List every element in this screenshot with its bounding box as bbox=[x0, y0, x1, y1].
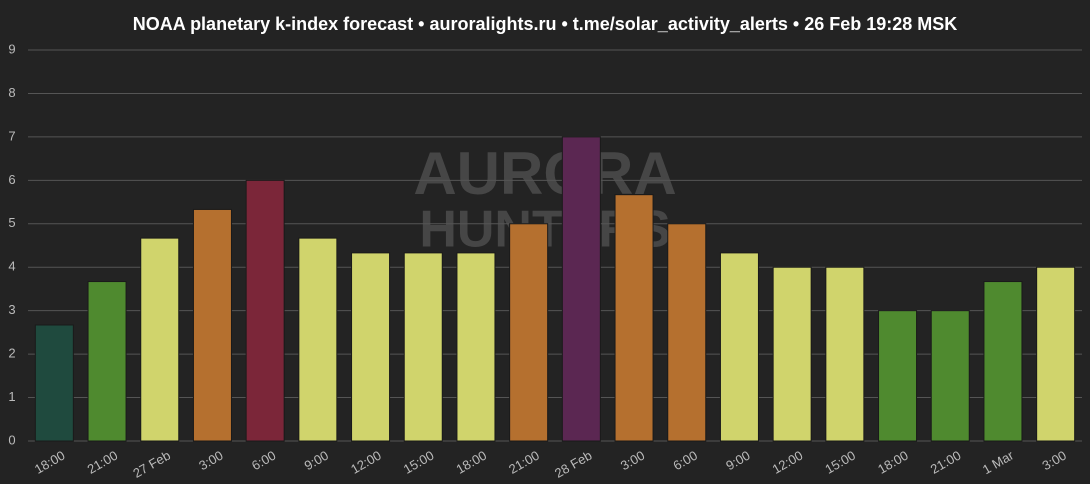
y-tick-label: 1 bbox=[8, 389, 15, 404]
bar bbox=[298, 237, 338, 442]
bar bbox=[351, 252, 391, 442]
bar bbox=[403, 252, 443, 442]
bar bbox=[87, 281, 127, 442]
bar bbox=[878, 310, 918, 442]
bar bbox=[456, 252, 496, 442]
y-tick-label: 4 bbox=[8, 259, 15, 274]
y-tick-label: 2 bbox=[8, 346, 15, 361]
bar bbox=[930, 310, 970, 442]
bar bbox=[719, 252, 759, 442]
bar bbox=[772, 266, 812, 442]
chart-title: NOAA planetary k-index forecast • aurora… bbox=[133, 14, 958, 34]
bar bbox=[825, 266, 865, 442]
bar bbox=[245, 179, 285, 442]
bar bbox=[34, 324, 74, 442]
bar bbox=[140, 237, 180, 442]
y-tick-label: 9 bbox=[8, 41, 15, 56]
bar bbox=[667, 223, 707, 442]
y-tick-label: 3 bbox=[8, 302, 15, 317]
bar bbox=[509, 223, 549, 442]
y-tick-label: 0 bbox=[8, 432, 15, 447]
y-tick-label: 8 bbox=[8, 85, 15, 100]
y-tick-label: 6 bbox=[8, 172, 15, 187]
bar bbox=[192, 208, 232, 442]
bar bbox=[561, 136, 601, 442]
y-tick-label: 7 bbox=[8, 128, 15, 143]
bar bbox=[983, 281, 1023, 442]
bar bbox=[614, 194, 654, 442]
y-tick-label: 5 bbox=[8, 215, 15, 230]
bar bbox=[1036, 266, 1076, 442]
